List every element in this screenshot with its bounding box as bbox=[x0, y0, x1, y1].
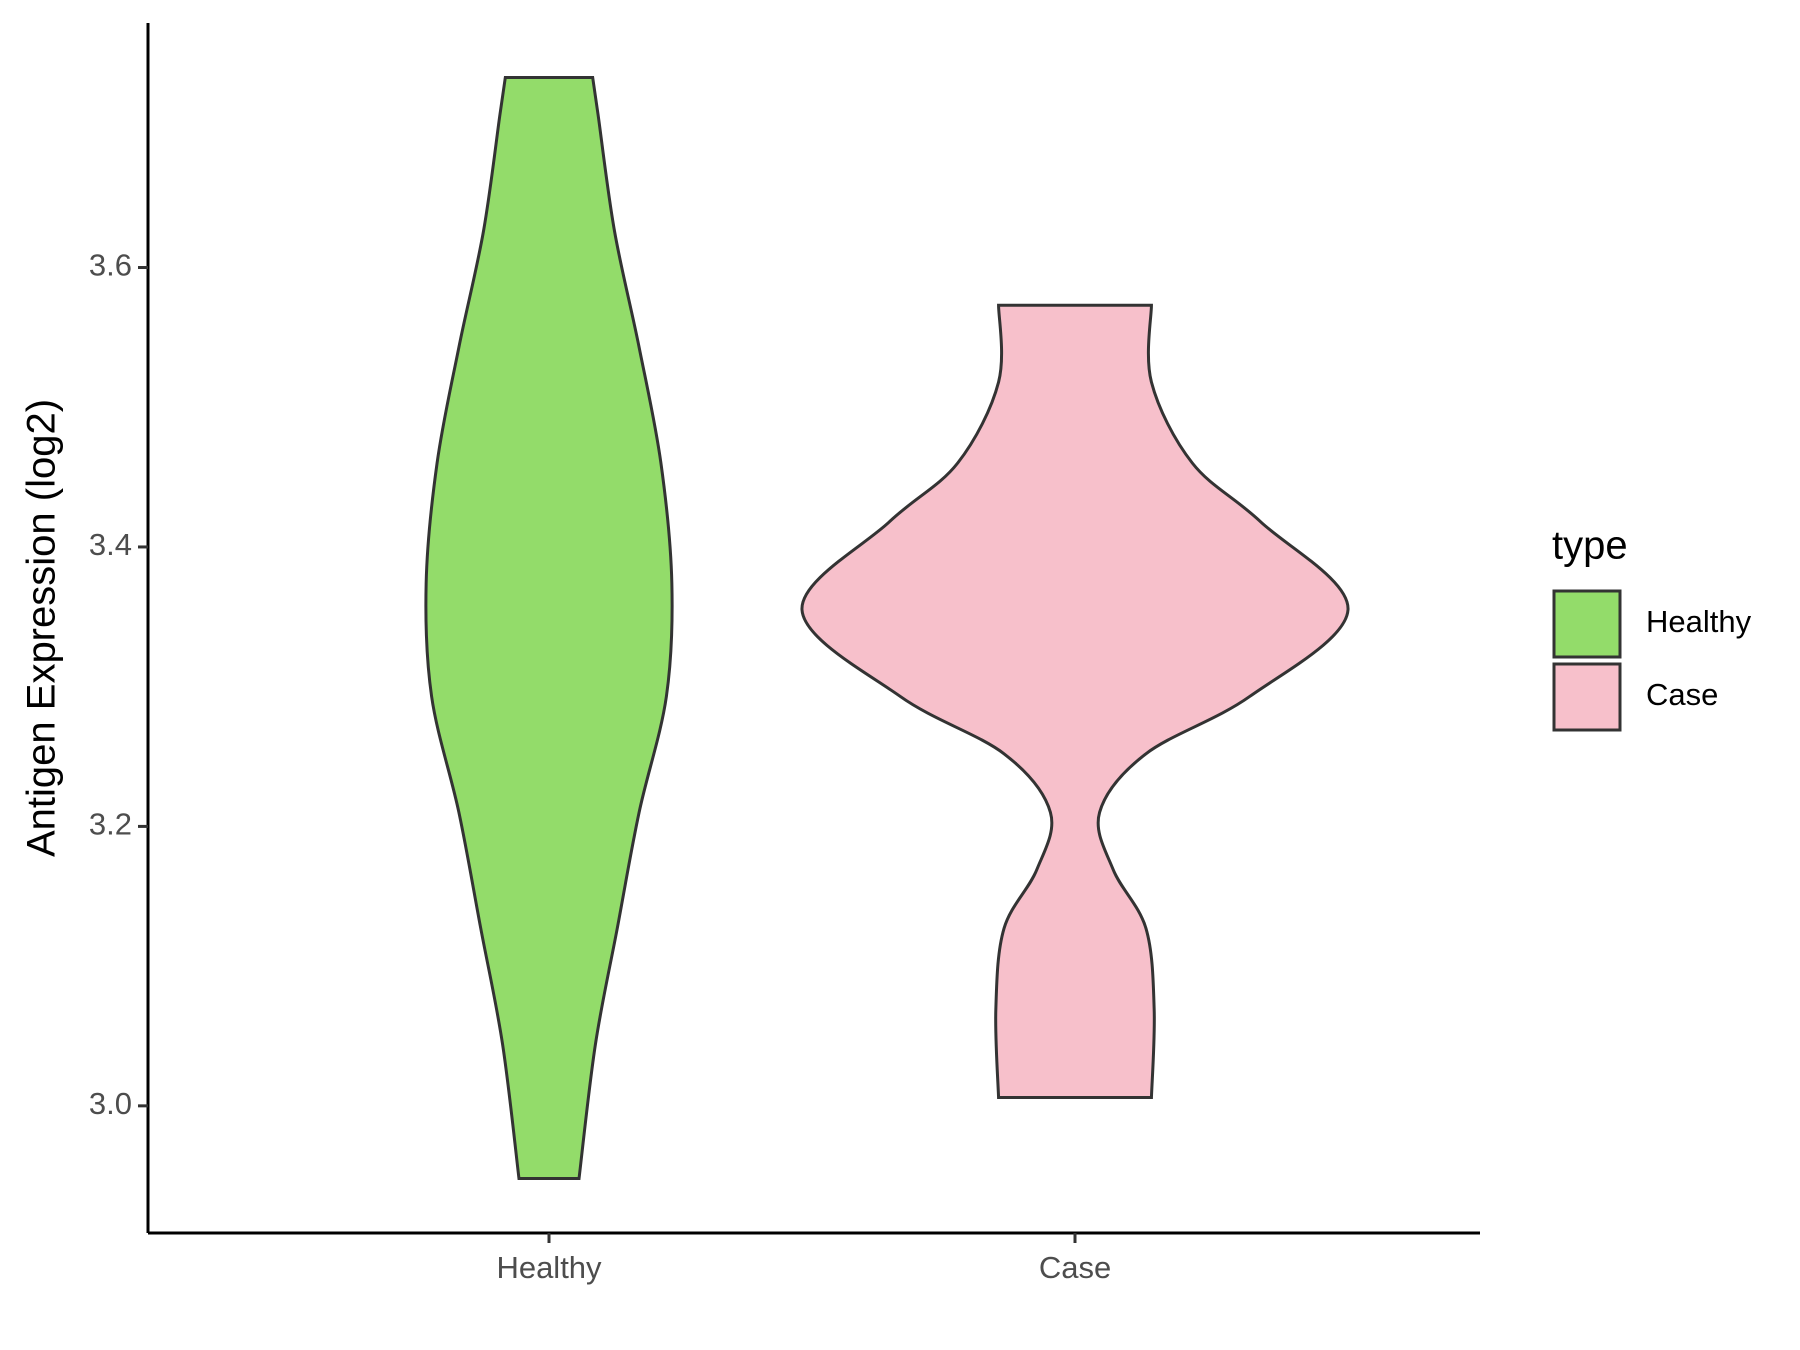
x-tick-label: Healthy bbox=[496, 1250, 602, 1285]
y-axis-label: Antigen Expression (log2) bbox=[20, 399, 64, 857]
y-tick-label: 3.4 bbox=[89, 527, 132, 562]
y-tick-label: 3.2 bbox=[89, 807, 132, 842]
y-tick-label: 3.0 bbox=[89, 1086, 132, 1121]
x-tick-label: Case bbox=[1039, 1250, 1111, 1285]
legend-swatch bbox=[1552, 589, 1622, 659]
legend-label: Healthy bbox=[1646, 604, 1752, 639]
legend-label: Case bbox=[1646, 677, 1718, 712]
violin bbox=[424, 75, 674, 1181]
y-tick-label: 3.6 bbox=[89, 248, 132, 283]
legend-title: type bbox=[1552, 524, 1628, 568]
violin bbox=[800, 303, 1350, 1099]
legend-swatch bbox=[1552, 662, 1622, 732]
